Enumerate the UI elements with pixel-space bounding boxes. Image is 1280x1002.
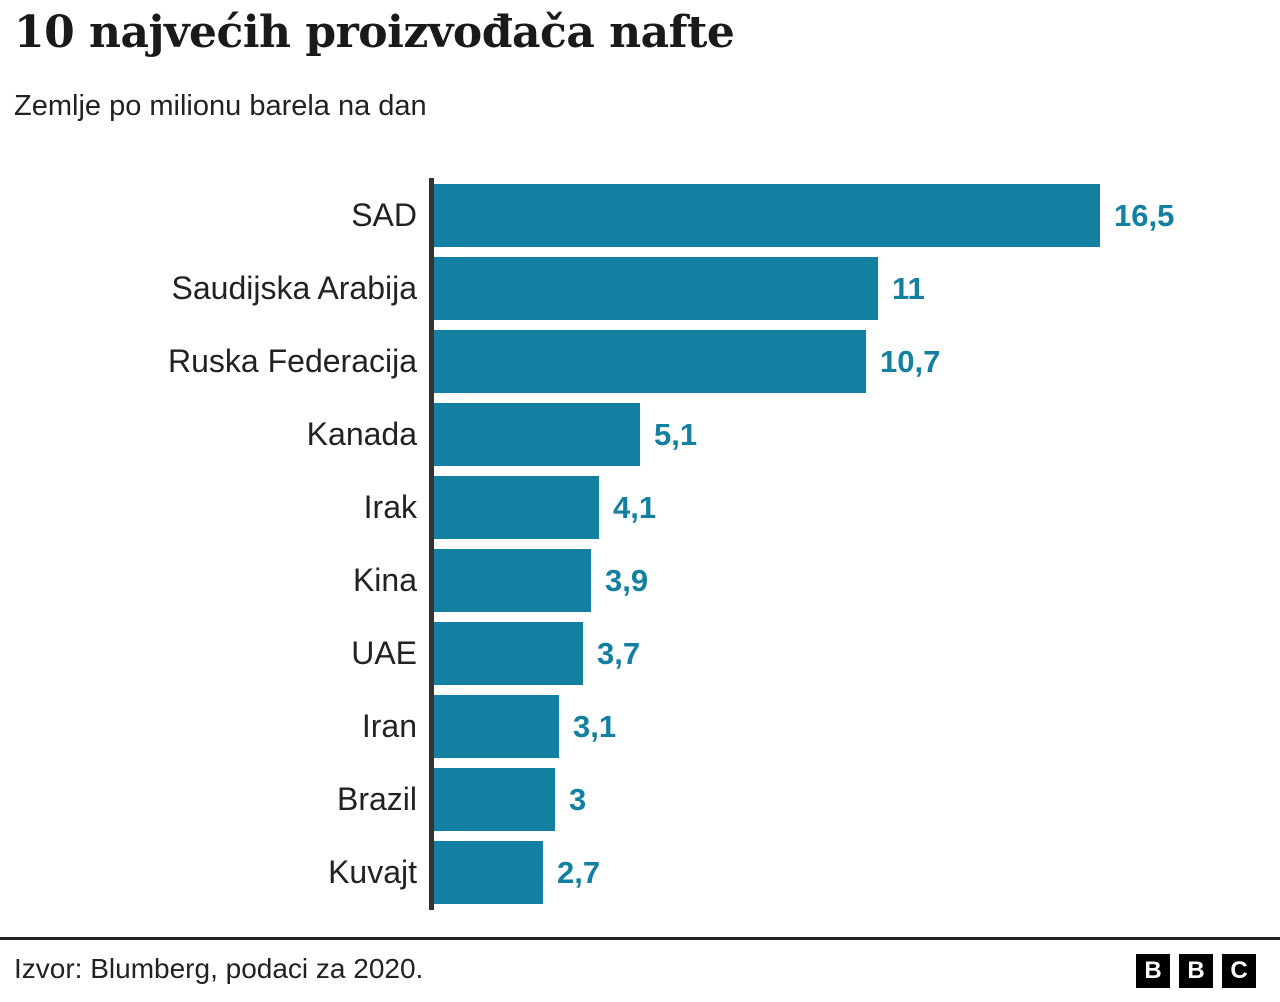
bar bbox=[434, 330, 866, 393]
value-label: 16,5 bbox=[1114, 197, 1175, 233]
bar-row: SAD 16,5 bbox=[0, 179, 1280, 252]
bar bbox=[434, 476, 599, 539]
bar-row: Brazil 3 bbox=[0, 763, 1280, 836]
footer-divider bbox=[0, 937, 1280, 940]
category-label: Ruska Federacija bbox=[168, 343, 417, 379]
chart-rows: SAD 16,5 Saudijska Arabija 11 Ruska Federaci… bbox=[0, 179, 1280, 909]
bar-row: Kina 3,9 bbox=[0, 544, 1280, 617]
value-label: 3,7 bbox=[597, 635, 641, 671]
value-label: 3,1 bbox=[573, 708, 617, 744]
bar bbox=[434, 841, 543, 904]
chart-subtitle: Zemlje po milionu barela na dan bbox=[14, 90, 427, 122]
value-label: 3,9 bbox=[605, 562, 649, 598]
bbc-logo-block: C bbox=[1222, 954, 1256, 988]
value-label: 3 bbox=[569, 781, 587, 817]
category-label: Kuvajt bbox=[328, 854, 417, 890]
bar bbox=[434, 184, 1100, 247]
category-label: Kanada bbox=[306, 416, 417, 452]
chart-title: 10 najvećih proizvođača nafte bbox=[14, 7, 735, 58]
bbc-logo-block: B bbox=[1179, 954, 1213, 988]
bar bbox=[434, 622, 583, 685]
source-text: Izvor: Blumberg, podaci za 2020. bbox=[14, 953, 424, 984]
value-label: 4,1 bbox=[613, 489, 657, 525]
bar-row: Kuvajt 2,7 bbox=[0, 836, 1280, 909]
bbc-logo-block: B bbox=[1136, 954, 1170, 988]
category-label: Iran bbox=[361, 708, 417, 744]
y-axis-line bbox=[429, 178, 434, 910]
bar bbox=[434, 768, 555, 831]
bar-row: UAE 3,7 bbox=[0, 617, 1280, 690]
bar-row: Irak 4,1 bbox=[0, 471, 1280, 544]
value-label: 5,1 bbox=[654, 416, 698, 452]
bar bbox=[434, 695, 559, 758]
bar-row: Kanada 5,1 bbox=[0, 398, 1280, 471]
bar bbox=[434, 403, 640, 466]
category-label: Saudijska Arabija bbox=[171, 270, 417, 306]
value-label: 11 bbox=[892, 270, 925, 306]
category-label: Irak bbox=[363, 489, 417, 525]
bar bbox=[434, 549, 591, 612]
bar-row: Saudijska Arabija 11 bbox=[0, 252, 1280, 325]
bar-row: Ruska Federacija 10,7 bbox=[0, 325, 1280, 398]
value-label: 10,7 bbox=[880, 343, 941, 379]
value-label: 2,7 bbox=[557, 854, 601, 890]
bar-row: Iran 3,1 bbox=[0, 690, 1280, 763]
category-label: Kina bbox=[352, 562, 417, 598]
category-label: SAD bbox=[351, 197, 417, 233]
bar bbox=[434, 257, 878, 320]
category-label: Brazil bbox=[336, 781, 417, 817]
category-label: UAE bbox=[351, 635, 417, 671]
bar-chart: SAD 16,5 Saudijska Arabija 11 Ruska Federaci… bbox=[0, 178, 1280, 910]
